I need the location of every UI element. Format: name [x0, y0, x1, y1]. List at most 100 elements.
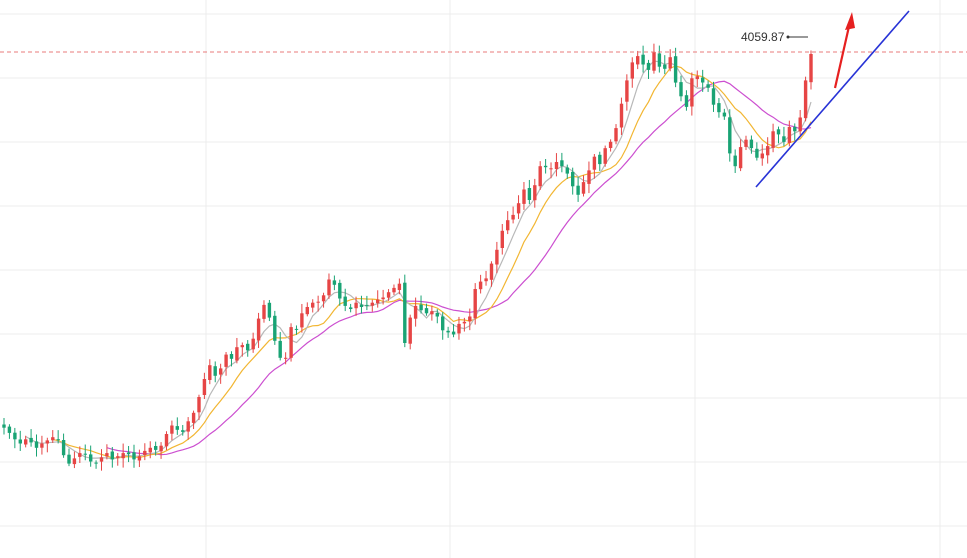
candle-body: [592, 156, 597, 170]
candle-up: [45, 437, 49, 453]
candle-up: [522, 182, 526, 210]
candle-body: [581, 182, 586, 194]
upward-arrow-head: [845, 12, 855, 30]
candle-body: [543, 165, 548, 168]
candle-up: [40, 435, 44, 455]
candle-up: [468, 308, 472, 331]
candle-body: [121, 453, 125, 459]
candle-body: [408, 317, 412, 344]
candle-body: [598, 154, 602, 165]
candle-up: [316, 295, 320, 312]
candle-down: [706, 80, 710, 92]
ma-fast-line: [25, 60, 812, 460]
candle-down: [67, 448, 71, 467]
candle-body: [262, 304, 266, 319]
annotation-layer: 4059.87: [0, 10, 967, 188]
candle-up: [116, 453, 120, 466]
candle-body: [619, 103, 624, 128]
candle-down: [181, 425, 185, 436]
candle-up: [603, 145, 607, 167]
candle-body: [576, 185, 580, 195]
candle-body: [24, 439, 28, 445]
candle-down: [403, 274, 407, 348]
candle-down: [365, 295, 369, 311]
candle-body: [61, 440, 66, 456]
candle-down: [343, 288, 347, 312]
candle-body: [571, 171, 575, 187]
candle-body: [636, 56, 640, 65]
candle-down: [419, 295, 423, 314]
candle-down: [776, 126, 781, 144]
candle-body: [365, 304, 369, 306]
candle-body: [376, 299, 380, 304]
candle-up: [300, 303, 304, 333]
candle-up: [587, 161, 591, 194]
candle-up: [99, 449, 104, 471]
candle-body: [397, 283, 402, 290]
candle-body: [267, 302, 272, 318]
candle-up: [798, 110, 802, 135]
candle-up: [538, 161, 542, 190]
candle-up: [457, 316, 461, 340]
candle-body: [787, 127, 792, 143]
candle-body: [684, 95, 689, 107]
candle-up: [495, 241, 499, 274]
candle-body: [630, 62, 634, 79]
candle-body: [500, 230, 504, 248]
candle-up: [608, 139, 613, 152]
candle-body: [67, 454, 71, 464]
candle-body: [316, 301, 320, 303]
candle-down: [332, 275, 337, 291]
price-label-dot: [786, 35, 790, 39]
candle-up: [619, 97, 624, 135]
candle-down: [349, 303, 353, 313]
candle-up: [392, 284, 396, 295]
candle-body: [51, 437, 55, 441]
candle-body: [695, 76, 699, 80]
candle-body: [663, 64, 667, 69]
candle-body: [154, 446, 158, 450]
candle-body: [554, 162, 559, 169]
candle-body: [7, 426, 12, 433]
candle-down: [273, 310, 277, 345]
candle-body: [45, 440, 49, 444]
candle-body: [744, 139, 748, 147]
candle-down: [560, 152, 564, 173]
candle-body: [760, 153, 764, 159]
candle-down: [663, 55, 667, 75]
candle-body: [289, 327, 293, 358]
candle-body: [717, 103, 721, 113]
candle-up: [251, 332, 255, 353]
candle-down: [267, 299, 272, 322]
candle-body: [473, 289, 477, 319]
candle-down: [646, 59, 651, 79]
candle-up: [652, 43, 656, 74]
candle-body: [321, 295, 326, 302]
candle-body: [148, 447, 152, 453]
candle-down: [684, 90, 689, 111]
candle-down: [782, 126, 786, 147]
candle-body: [213, 366, 217, 376]
candle-body: [40, 443, 44, 448]
candle-up: [170, 420, 174, 441]
candle-up: [690, 72, 694, 116]
candle-body: [527, 188, 532, 200]
candle-body: [652, 51, 656, 71]
candle-up: [24, 435, 28, 448]
candle-up: [760, 144, 764, 166]
candle-down: [565, 164, 569, 179]
candle-body: [175, 426, 179, 430]
candle-body: [587, 170, 591, 184]
candle-body: [72, 458, 77, 465]
candle-down: [657, 45, 662, 73]
candle-up: [311, 299, 315, 313]
candle-body: [386, 292, 391, 298]
candle-up: [636, 50, 640, 70]
candle-down: [793, 123, 797, 141]
candle-down: [94, 460, 98, 469]
candle-body: [690, 78, 694, 107]
candle-down: [154, 441, 158, 456]
candle-down: [435, 309, 439, 324]
candle-up: [787, 120, 792, 147]
candle-up: [262, 300, 266, 323]
